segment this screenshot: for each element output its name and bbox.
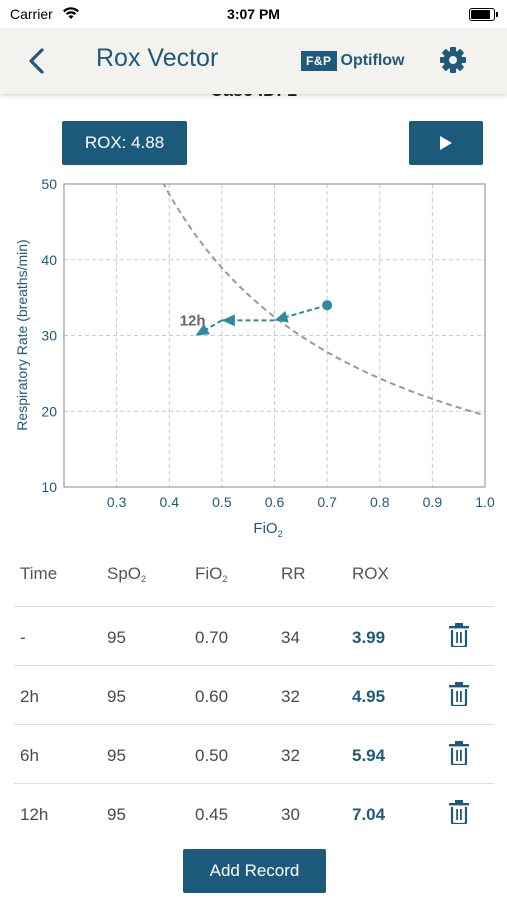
- add-record-button[interactable]: Add Record: [183, 849, 326, 893]
- cell-rr: 30: [281, 805, 300, 824]
- rox-button[interactable]: ROX: 4.88: [62, 121, 187, 165]
- y-tick-label: 40: [41, 252, 57, 268]
- x-axis-label-sub: 2: [278, 529, 283, 539]
- cell-rr: 34: [281, 628, 300, 647]
- x-tick-label: 0.8: [370, 494, 390, 510]
- play-icon: [440, 136, 452, 150]
- clock: 3:07 PM: [227, 6, 280, 22]
- table-row: - 95 0.70 34 3.99: [14, 606, 494, 665]
- last-point-label: 12h: [180, 313, 206, 330]
- header-spo2-text: SpO: [107, 564, 142, 583]
- fp-logo-mark: F&P: [301, 51, 337, 71]
- cell-rr: 32: [281, 687, 300, 706]
- nav-bar: Rox Vector F&P Optiflow: [0, 28, 507, 94]
- header-spo2: SpO2: [107, 564, 146, 584]
- play-button[interactable]: [409, 121, 483, 165]
- header-rox: ROX: [352, 564, 389, 583]
- trash-icon[interactable]: [449, 800, 469, 824]
- cell-spo2: 95: [107, 805, 126, 824]
- x-tick-label: 0.7: [317, 494, 337, 510]
- cell-rr: 32: [281, 746, 300, 765]
- vector-segment: [274, 304, 328, 322]
- x-axis-label: FiO2: [253, 520, 282, 539]
- y-tick-label: 10: [41, 479, 57, 495]
- table-row: 2h 95 0.60 32 4.95: [14, 665, 494, 724]
- cell-fio2: 0.50: [195, 746, 229, 765]
- trash-icon[interactable]: [449, 682, 469, 706]
- cell-time: 6h: [20, 746, 39, 765]
- trash-icon[interactable]: [449, 741, 469, 765]
- table-row: 6h 95 0.50 32 5.94: [14, 724, 494, 783]
- x-tick-label: 0.6: [265, 494, 285, 510]
- y-axis-label: Respiratory Rate (breaths/min): [14, 239, 30, 430]
- header-time: Time: [20, 564, 58, 583]
- cell-fio2: 0.60: [195, 687, 229, 706]
- header-spo2-sub: 2: [141, 574, 147, 584]
- cell-rox: 7.04: [352, 805, 386, 824]
- gear-icon[interactable]: [438, 45, 468, 75]
- wifi-icon: [63, 7, 79, 19]
- plot-area: [63, 183, 486, 488]
- optiflow-logo: F&P Optiflow: [301, 50, 404, 72]
- data-point-arrow: [274, 310, 289, 323]
- back-chevron-icon[interactable]: [22, 44, 52, 78]
- header-fio2-text: FiO: [195, 564, 223, 583]
- cell-rox: 4.95: [352, 687, 386, 706]
- cell-spo2: 95: [107, 687, 126, 706]
- y-tick-label: 30: [41, 328, 57, 344]
- carrier-label: Carrier: [10, 6, 53, 22]
- cell-time: 12h: [20, 805, 49, 824]
- header-fio2-sub: 2: [222, 574, 228, 584]
- x-tick-label: 0.3: [107, 494, 127, 510]
- cell-time: -: [20, 628, 26, 647]
- data-point-arrow: [221, 314, 235, 327]
- logo-text: Optiflow: [340, 52, 405, 69]
- cell-rox: 5.94: [352, 746, 386, 765]
- table-header: Time SpO2 FiO2 RR ROX: [14, 553, 494, 606]
- status-bar: Carrier 3:07 PM: [0, 0, 507, 28]
- y-tick-label: 50: [41, 176, 57, 192]
- cell-rox: 3.99: [352, 628, 386, 647]
- cell-spo2: 95: [107, 746, 126, 765]
- table-row: 12h 95 0.45 30 7.04: [14, 783, 494, 842]
- x-axis-label-main: FiO: [253, 520, 277, 537]
- cell-time: 2h: [20, 687, 39, 706]
- page-title: Rox Vector: [96, 44, 219, 72]
- data-point-arrow: [195, 323, 210, 336]
- trash-icon[interactable]: [449, 623, 469, 647]
- battery-icon: [469, 8, 498, 21]
- x-tick-label: 0.4: [160, 494, 180, 510]
- records-table: Time SpO2 FiO2 RR ROX -95 0.70 34 3.99 2h 95 0…: [14, 553, 494, 842]
- x-tick-label: 0.9: [423, 494, 443, 510]
- y-tick-label: 20: [41, 403, 57, 419]
- cell-fio2: 0.45: [195, 805, 229, 824]
- x-tick-label: 1.0: [475, 494, 495, 510]
- x-tick-label: 0.5: [212, 494, 232, 510]
- rox-threshold-curve: [162, 184, 485, 417]
- cell-spo2: 95: [107, 628, 126, 647]
- cell-fio2: 0.70: [195, 628, 229, 647]
- header-fio2: FiO2: [195, 564, 227, 584]
- data-point-start: [322, 300, 333, 311]
- header-rr: RR: [281, 564, 306, 583]
